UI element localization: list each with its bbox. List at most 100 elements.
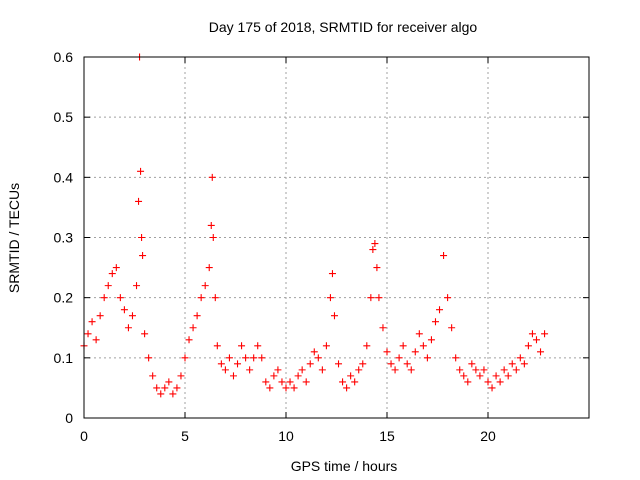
data-point [456,366,464,374]
data-point [173,384,181,392]
data-point [306,360,314,368]
data-point [403,360,411,368]
data-point [496,378,504,386]
data-point [472,366,480,374]
data-point [359,360,367,368]
data-point [128,312,136,320]
data-point [258,354,266,362]
data-point [141,330,149,338]
data-point [335,360,343,368]
grid [84,57,589,418]
data-point [363,342,371,350]
data-point [423,354,431,362]
data-point [278,378,286,386]
data-point [343,384,351,392]
data-point [464,378,472,386]
data-point [262,378,270,386]
data-point [367,294,375,302]
data-point [208,173,216,181]
data-point [133,282,141,290]
data-point [238,342,246,350]
x-tick-label: 5 [181,428,189,444]
data-point [193,312,201,320]
data-point [282,384,290,392]
data-point [369,246,377,254]
data-point [387,360,395,368]
data-point [427,336,435,344]
data-point [532,336,540,344]
data-point [104,282,112,290]
data-point [419,342,427,350]
data-point [492,372,500,380]
data-point [339,378,347,386]
data-point [250,354,258,362]
data-point [528,330,536,338]
data-point [298,366,306,374]
tick-labels: 0 0.1 0.2 0.3 0.4 0.5 0.6 0 5 10 15 20 [54,49,496,444]
data-point [440,252,448,260]
data-point [310,348,318,356]
data-point [379,324,387,332]
data-point [138,234,146,241]
y-tick-label: 0.1 [54,350,74,366]
data-point [213,342,221,350]
data-point [286,378,294,386]
data-point [383,348,391,356]
data-point [375,294,383,302]
data-point [516,354,524,362]
data-point [92,336,100,344]
data-point [116,294,124,302]
data-point [452,354,460,362]
data-point [484,378,492,386]
data-point [201,282,209,290]
y-tick-label: 0.6 [54,49,74,65]
y-axis-label: SRMTID / TECUs [6,183,22,293]
data-point [139,252,147,260]
data-point [480,366,488,374]
data-point [508,360,516,368]
data-point [207,221,215,229]
data-point [399,342,407,350]
data-point [504,372,512,380]
y-tick-label: 0.3 [54,230,74,246]
x-axis-label: GPS time / hours [291,458,398,474]
data-point [290,384,298,392]
data-point [124,324,132,332]
data-point [436,306,444,314]
data-point [266,384,274,392]
x-tick-label: 0 [80,428,88,444]
data-point [512,366,520,374]
data-point [225,354,233,362]
data-point [524,342,532,350]
data-point [294,372,302,380]
data-point [314,354,322,362]
data-point [211,294,219,302]
data-point [351,378,359,386]
data-point [468,360,476,368]
data-point [476,372,484,380]
data-point [391,366,399,374]
data-point [221,366,229,374]
data-point [373,264,381,272]
axis-ticks [83,56,589,419]
y-tick-label: 0.5 [54,109,74,125]
data-point [177,372,185,380]
data-point [371,240,379,248]
y-tick-label: 0 [65,410,73,426]
data-point [541,330,549,338]
data-point [149,372,157,380]
data-point [145,354,153,362]
data-points [80,53,549,398]
data-point [347,372,355,380]
data-point [161,384,169,392]
data-point [537,348,545,356]
data-point [234,360,242,368]
data-point [165,378,173,386]
data-point [135,197,143,205]
data-point [431,318,439,326]
data-point [395,354,403,362]
data-point [169,390,177,398]
data-point [157,390,165,398]
data-point [137,167,145,175]
